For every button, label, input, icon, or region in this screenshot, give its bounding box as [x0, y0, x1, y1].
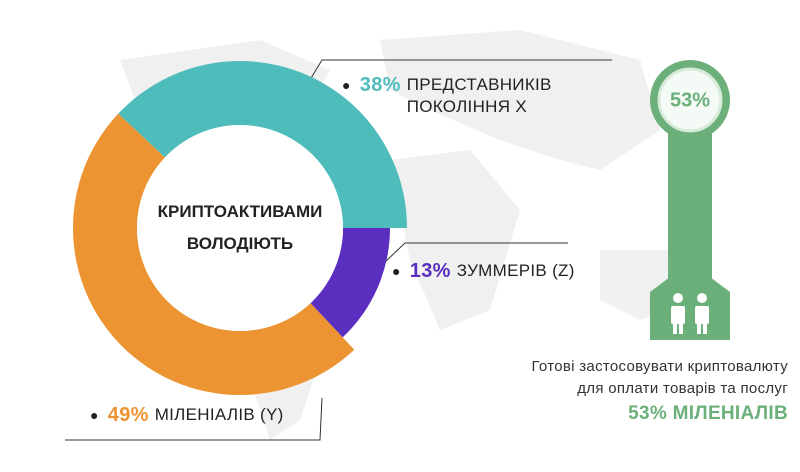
value-label: 13% [409, 260, 451, 282]
caption: для оплати товарів та послуг [577, 380, 788, 397]
donut-slice [118, 60, 407, 228]
value-label: 38% [359, 74, 401, 96]
value-label: 49% [107, 404, 149, 426]
donut-hole [137, 125, 343, 331]
legend-item: ● 13% ЗУММЕРІВ (Z) [392, 260, 575, 282]
legend-label: МІЛЕНІАЛІВ (Y) [154, 405, 284, 424]
legend-label: ЗУММЕРІВ (Z) [456, 261, 575, 280]
highlight: 53% МІЛЕНІАЛІВ [628, 403, 788, 424]
donut-slice [72, 113, 355, 396]
legend-item: ● 49% МІЛЕНІАЛІВ (Y) [90, 404, 284, 426]
donut-slice [310, 228, 391, 338]
gauge-value: 53% [670, 89, 710, 111]
chart-title: КРИПТОАКТИВАМИ ВОЛОДІЮТЬ [157, 202, 323, 253]
caption: Готові застосовувати криптовалюту [531, 358, 788, 375]
legend-label: ПРЕДСТАВНИКІВ ПОКОЛІННЯ Х [406, 75, 552, 116]
legend-item: ● 38% ПРЕДСТАВНИКІВ ПОКОЛІННЯ Х [342, 74, 567, 118]
gauge: 53% [650, 60, 730, 340]
